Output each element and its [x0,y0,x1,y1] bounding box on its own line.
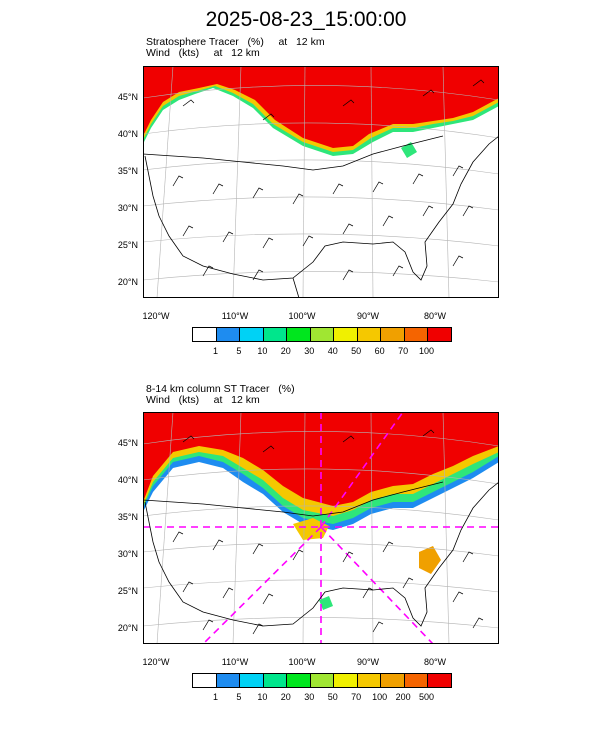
panel1-lat-label: 20°N [117,277,138,287]
colorbar-tick-label: 70 [351,692,362,702]
panel2-lon-label: 80°W [423,657,447,667]
wind-barbs-2 [172,429,484,635]
colorbar-swatch [334,674,358,687]
colorbar-tick-label: 500 [419,692,435,702]
colorbar-swatch [428,328,452,341]
panel2-lon-label: 120°W [142,657,170,667]
colorbar-tick-label: 40 [327,346,338,356]
panel2-label: 8-14 km column ST Tracer (%) Wind (kts) … [146,384,295,406]
panel2-label-line1: 8-14 km column ST Tracer (%) [146,383,295,395]
tracer-red-core [143,66,499,148]
panel2-lat-label: 40°N [117,475,138,485]
colorbar-swatch [216,674,241,687]
panel2-lat-label: 20°N [117,623,138,633]
panel1-label: Stratosphere Tracer (%) at 12 km Wind (k… [146,37,325,59]
colorbar-tick-label: 20 [280,346,291,356]
colorbar-swatch [404,674,429,687]
colorbar-swatch [263,328,288,341]
panel1-lon-label: 90°W [356,311,380,321]
panel2-colorbar [192,673,452,688]
plot-title: 2025-08-23_15:00:00 [205,8,407,31]
colorbar-swatch [263,674,288,687]
colorbar-swatch [357,674,382,687]
colorbar-swatch [287,674,311,687]
panel1-lon-label: 80°W [423,311,447,321]
colorbar-swatch [216,328,241,341]
colorbar-swatch [381,674,405,687]
colorbar-swatch [334,328,358,341]
panel1-label-line1: Stratosphere Tracer (%) at 12 km [146,36,325,48]
colorbar-swatch [193,328,217,341]
coastlines [143,135,499,298]
panel2-lon-label: 110°W [221,657,249,667]
colorbar-tick-label: 50 [327,692,338,702]
colorbar-swatch [240,328,264,341]
panel1-lat-label: 35°N [117,166,138,176]
panel2-lat-label: 30°N [117,549,138,559]
colorbar-tick-label: 5 [236,346,242,356]
colorbar-swatch [381,328,405,341]
colorbar-tick-label: 200 [395,692,411,702]
panel1-label-line2: Wind (kts) at 12 km [146,47,260,59]
tracer-blob [401,142,417,158]
colorbar-tick-label: 20 [280,692,291,702]
colorbar-swatch [287,328,311,341]
colorbar-swatch [310,674,335,687]
panel1-map [143,66,499,298]
panel1-lon-label: 110°W [221,311,249,321]
cross-section-lines [143,412,499,644]
panel2-lon-label: 90°W [356,657,380,667]
wind-barbs [172,79,485,281]
panel2-label-line2: Wind (kts) at 12 km [146,394,260,406]
colorbar-tick-label: 100 [419,346,435,356]
colorbar-tick-label: 70 [398,346,409,356]
panel1-colorbar [192,327,452,342]
colorbar-tick-label: 60 [374,346,385,356]
panel1-lon-label: 120°W [142,311,170,321]
panel1-lat-label: 25°N [117,240,138,250]
column-blob-south [419,546,441,574]
colorbar-swatch [357,328,382,341]
panel2-map [143,412,499,644]
colorbar-tick-label: 1 [212,346,218,356]
column-blob-texas [319,596,333,610]
colorbar-swatch [404,328,429,341]
panel2-lat-label: 35°N [117,512,138,522]
colorbar-tick-label: 30 [304,692,315,702]
colorbar-tick-label: 100 [372,692,388,702]
colorbar-tick-label: 5 [236,692,242,702]
colorbar-swatch [240,674,264,687]
panel2-lon-label: 100°W [288,657,316,667]
coastlines-2 [143,481,499,627]
panel2-lat-label: 25°N [117,586,138,596]
colorbar-tick-label: 1 [212,692,218,702]
colorbar-tick-label: 10 [257,692,268,702]
colorbar-swatch [428,674,452,687]
colorbar-tick-label: 10 [257,346,268,356]
panel1-lat-label: 30°N [117,203,138,213]
panel1-map-svg [143,66,499,298]
colorbar-swatch [193,674,217,687]
panel2-map-svg [143,412,499,644]
column-blob-gulf [293,518,329,540]
colorbar-tick-label: 30 [304,346,315,356]
panel1-lat-label: 40°N [117,129,138,139]
colorbar-tick-label: 50 [351,346,362,356]
graticule-2 [143,412,499,644]
panel1-lat-label: 45°N [117,92,138,102]
panel2-lat-label: 45°N [117,438,138,448]
colorbar-swatch [310,328,335,341]
panel1-lon-label: 100°W [288,311,316,321]
